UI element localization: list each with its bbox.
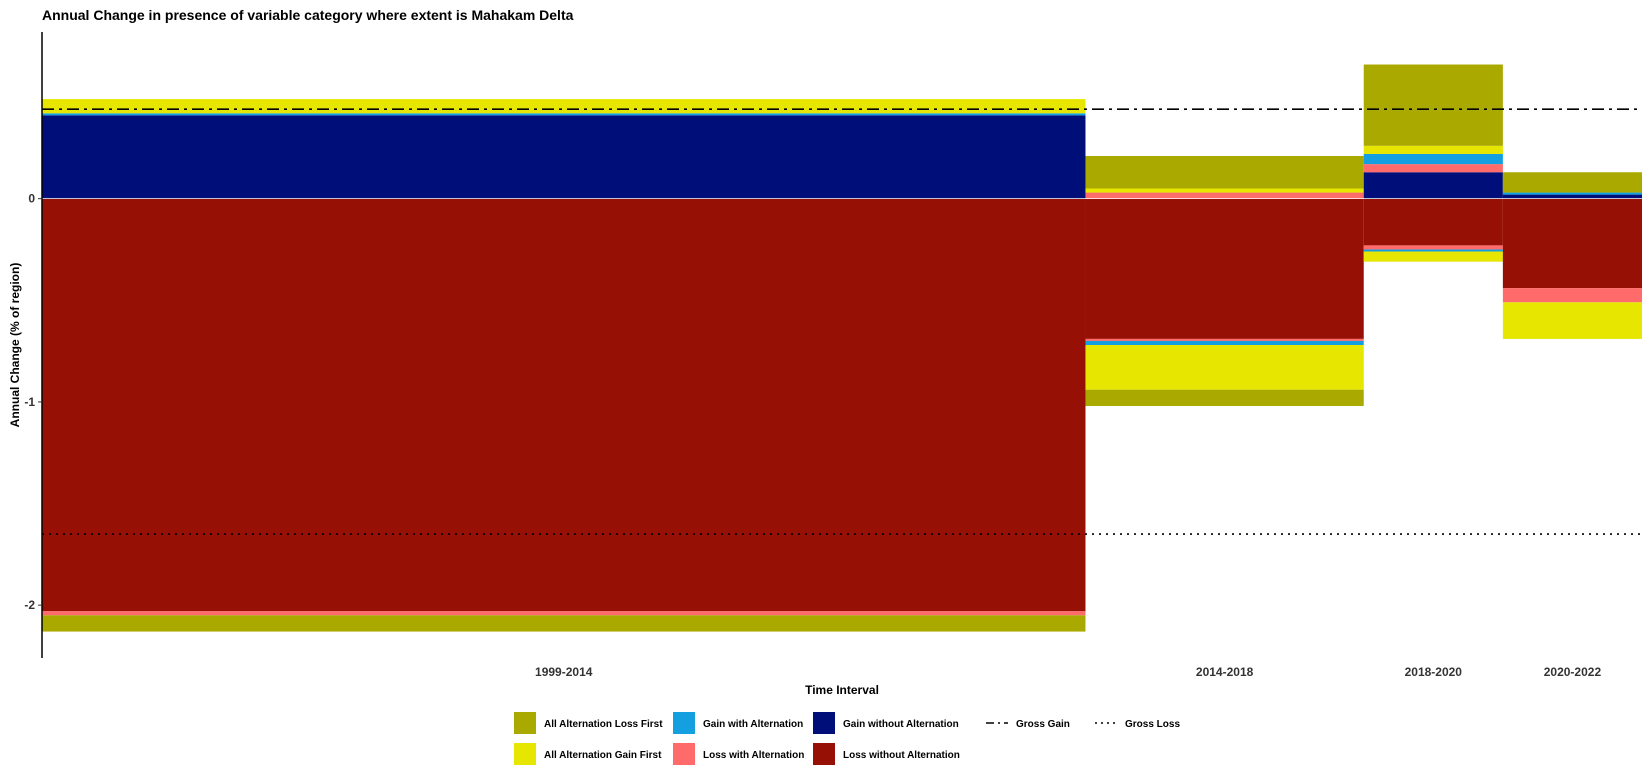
legend-label: All Alternation Gain First	[544, 750, 662, 761]
legend-swatch-all-alternation-loss-first	[514, 712, 536, 734]
bar-all-alternation-gain-first-2014-2018	[1085, 345, 1364, 390]
y-tick-label: -1	[24, 395, 35, 409]
legend-label: Loss without Alternation	[843, 750, 960, 761]
bar-all-alternation-loss-first-1999-2014	[42, 615, 1086, 632]
bar-loss-without-alternation-2014-2018	[1085, 198, 1364, 339]
bar-gain-without-alternation-2018-2020	[1363, 172, 1503, 199]
legend-swatch-gain-with-alternation	[673, 712, 695, 734]
x-ticks: 1999-2014 2014-2018 2018-2020 2020-2022	[535, 665, 1601, 679]
legend-swatch-loss-without-alternation	[813, 743, 835, 765]
y-ticks: -2 -1 0	[24, 192, 42, 612]
bar-loss-without-alternation-1999-2014	[42, 198, 1086, 612]
bar-all-alternation-loss-first-2014-2018	[1085, 155, 1364, 189]
bar-loss-without-alternation-2020-2022	[1502, 198, 1642, 289]
bar-all-alternation-gain-first-2014-2018	[1085, 188, 1364, 193]
bar-all-alternation-gain-first-1999-2014	[42, 99, 1086, 114]
bar-gain-with-alternation-2018-2020	[1363, 153, 1503, 165]
x-tick-label: 2014-2018	[1196, 665, 1254, 679]
reference-lines	[42, 108, 1642, 535]
bar-loss-with-alternation-2018-2020	[1363, 245, 1503, 250]
legend-label: Gross Gain	[1016, 719, 1070, 730]
bar-loss-with-alternation-2014-2018	[1085, 192, 1364, 199]
bar-gain-without-alternation-1999-2014	[42, 115, 1086, 199]
bars-layer	[42, 64, 1642, 632]
legend: All Alternation Loss First Gain with Alte…	[514, 712, 1180, 765]
bar-all-alternation-loss-first-2014-2018	[1085, 389, 1364, 406]
bar-loss-with-alternation-2014-2018	[1085, 338, 1364, 341]
legend-label: All Alternation Loss First	[544, 719, 663, 730]
bar-loss-with-alternation-2018-2020	[1363, 164, 1503, 173]
bar-gain-with-alternation-2018-2020	[1363, 249, 1503, 252]
bar-gain-with-alternation-2020-2022	[1502, 192, 1642, 195]
bar-all-alternation-gain-first-2018-2020	[1363, 251, 1503, 262]
bar-all-alternation-gain-first-2018-2020	[1363, 145, 1503, 154]
chart-title: Annual Change in presence of variable ca…	[42, 7, 574, 23]
x-tick-label: 2020-2022	[1544, 665, 1602, 679]
legend-label: Loss with Alternation	[703, 750, 804, 761]
bar-loss-with-alternation-2020-2022	[1502, 288, 1642, 303]
legend-label: Gain with Alternation	[703, 719, 803, 730]
bar-all-alternation-loss-first-2020-2022	[1502, 172, 1642, 193]
y-tick-label: -2	[24, 598, 35, 612]
legend-swatch-gain-without-alternation	[813, 712, 835, 734]
bar-all-alternation-loss-first-2018-2020	[1363, 64, 1503, 146]
x-tick-label: 1999-2014	[535, 665, 593, 679]
legend-swatch-loss-with-alternation	[673, 743, 695, 765]
bar-loss-without-alternation-2018-2020	[1363, 198, 1503, 246]
legend-label: Gross Loss	[1125, 719, 1180, 730]
x-tick-label: 2018-2020	[1405, 665, 1463, 679]
x-axis-title: Time Interval	[805, 683, 879, 697]
legend-swatch-all-alternation-gain-first	[514, 743, 536, 765]
legend-label: Gain without Alternation	[843, 719, 959, 730]
y-axis-title: Annual Change (% of region)	[8, 263, 22, 428]
bar-gain-with-alternation-1999-2014	[42, 113, 1086, 116]
bar-all-alternation-gain-first-2020-2022	[1502, 302, 1642, 339]
bar-gain-with-alternation-2014-2018	[1085, 340, 1364, 345]
y-tick-label: 0	[28, 192, 35, 206]
bar-gain-without-alternation-2020-2022	[1502, 194, 1642, 199]
bar-loss-with-alternation-1999-2014	[42, 611, 1086, 616]
